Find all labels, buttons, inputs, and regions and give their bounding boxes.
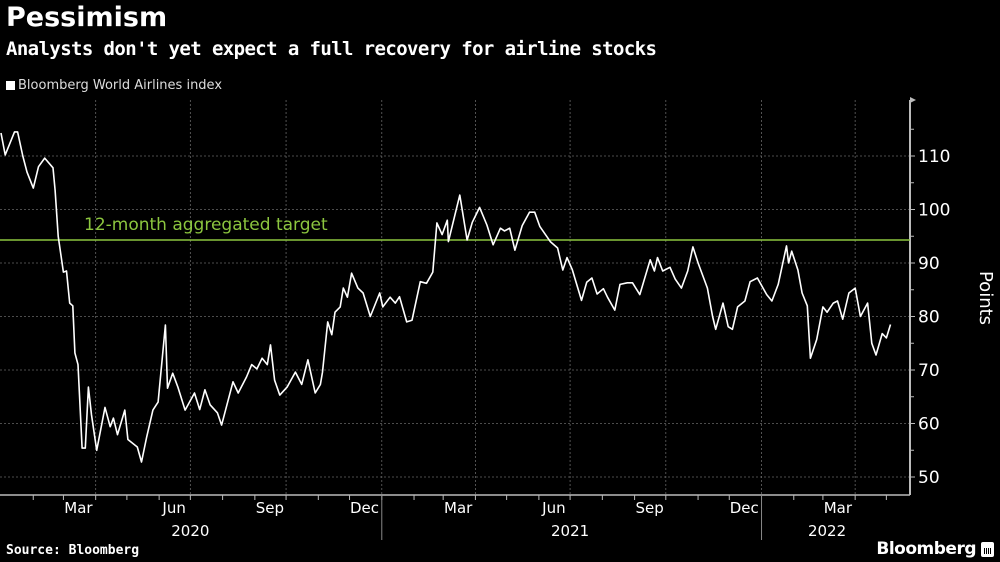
x-tick-label: Mar <box>444 499 473 517</box>
y-tick-label: 80 <box>918 308 940 328</box>
y-tick-label: 60 <box>918 415 940 435</box>
chart-subtitle: Analysts don't yet expect a full recover… <box>6 38 657 60</box>
legend: Bloomberg World Airlines index <box>6 78 222 93</box>
brand: Bloomberg <box>876 539 994 559</box>
x-tick-label: Mar <box>64 499 93 517</box>
axes: 50 60 70 80 90 100 110 Mar Jun Sep Dec Mar Jun Sep Dec… <box>0 97 950 540</box>
y-tick-label: 50 <box>918 468 940 488</box>
legend-swatch <box>6 81 15 90</box>
year-label: 2022 <box>808 522 846 540</box>
grid <box>0 100 910 495</box>
x-tick-label: Mar <box>824 499 853 517</box>
year-label: 2021 <box>551 522 589 540</box>
bloomberg-logo-icon <box>981 541 994 557</box>
x-tick-label: Dec <box>350 499 379 517</box>
y-tick-label: 100 <box>918 201 950 221</box>
x-tick-label: Sep <box>635 499 663 517</box>
target-label: 12-month aggregated target <box>84 215 328 235</box>
y-tick-label: 70 <box>918 361 940 381</box>
series-line <box>0 131 892 463</box>
y-axis-label: Points <box>975 271 996 325</box>
x-tick-label: Dec <box>730 499 759 517</box>
y-axis-arrow-icon <box>910 97 916 103</box>
chart-title: Pessimism <box>6 2 168 33</box>
legend-label: Bloomberg World Airlines index <box>18 78 223 93</box>
y-tick-label: 110 <box>918 147 950 167</box>
x-tick-label: Sep <box>256 499 284 517</box>
year-label: 2020 <box>171 522 209 540</box>
y-tick-label: 90 <box>918 254 940 274</box>
source-note: Source: Bloomberg <box>6 543 140 558</box>
x-tick-label: Jun <box>161 499 185 517</box>
brand-name: Bloomberg <box>876 539 976 559</box>
x-tick-label: Jun <box>541 499 565 517</box>
